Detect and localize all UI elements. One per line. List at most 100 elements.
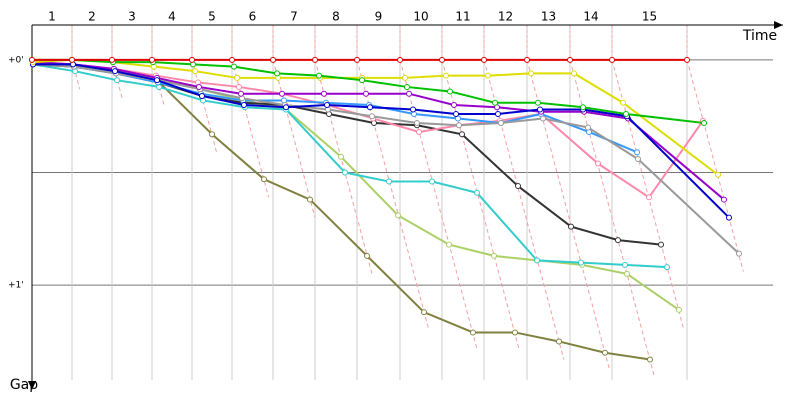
series-line: [32, 63, 662, 246]
point: [495, 110, 501, 117]
point: [395, 212, 401, 219]
point: [199, 92, 205, 99]
lap-label: 15: [642, 10, 657, 24]
point: [279, 90, 285, 97]
point: [540, 115, 546, 122]
point: [236, 83, 242, 90]
point: [571, 70, 577, 77]
point: [270, 56, 276, 63]
lap-label: 4: [168, 10, 176, 24]
point: [189, 56, 195, 63]
point: [556, 338, 562, 345]
point: [114, 77, 120, 84]
point: [112, 68, 118, 75]
point: [446, 241, 452, 248]
point: [635, 156, 641, 163]
point: [646, 194, 652, 201]
lap-label: 1: [48, 10, 56, 24]
point: [429, 178, 435, 185]
point: [229, 56, 235, 63]
point: [595, 160, 601, 167]
point: [192, 68, 198, 75]
point: [609, 56, 615, 63]
point: [109, 56, 115, 63]
point: [736, 250, 742, 257]
series-line: [33, 63, 730, 219]
lap-line: [231, 59, 270, 198]
point: [397, 56, 403, 63]
point: [715, 171, 721, 178]
lap-label: 3: [128, 10, 136, 24]
lap-label: 13: [541, 10, 556, 24]
point: [622, 261, 628, 268]
point: [684, 56, 690, 63]
point: [354, 56, 360, 63]
point: [402, 74, 408, 81]
point: [404, 83, 410, 90]
point: [623, 110, 629, 117]
lap-line: [569, 59, 656, 378]
lap-line: [399, 59, 478, 351]
y-axis-arrow: [28, 381, 36, 390]
lap-label: 12: [498, 10, 513, 24]
point: [154, 77, 160, 84]
point: [414, 119, 420, 126]
lap-line: [272, 59, 316, 218]
point: [701, 119, 707, 126]
point: [209, 131, 215, 138]
point: [386, 178, 392, 185]
point: [676, 306, 682, 313]
point: [406, 90, 412, 97]
point: [535, 99, 541, 106]
lap-label: 8: [332, 10, 340, 24]
point: [363, 90, 369, 97]
point: [528, 70, 534, 77]
point: [578, 259, 584, 266]
point: [515, 183, 521, 190]
point: [568, 223, 574, 230]
point: [498, 119, 504, 126]
point: [647, 356, 653, 363]
point: [410, 106, 416, 113]
point: [369, 113, 375, 120]
point: [367, 104, 373, 111]
point: [416, 128, 422, 135]
point: [634, 149, 640, 156]
lap-line: [526, 59, 611, 371]
lap-line: [71, 59, 81, 90]
point: [602, 349, 608, 356]
lap-label: 7: [290, 10, 298, 24]
y-tick-label: +0': [8, 55, 24, 65]
point: [443, 72, 449, 79]
point: [274, 70, 280, 77]
point: [534, 257, 540, 264]
point: [456, 122, 462, 129]
lap-label: 5: [208, 10, 216, 24]
point: [196, 83, 202, 90]
point: [721, 196, 727, 203]
lap-line: [686, 59, 744, 272]
point: [615, 237, 621, 244]
point: [324, 101, 330, 108]
lap-label: 14: [583, 10, 598, 24]
point: [238, 90, 244, 97]
point: [342, 169, 348, 176]
lap-line: [611, 59, 684, 329]
point: [470, 329, 476, 336]
point: [474, 189, 480, 196]
point: [524, 56, 530, 63]
point: [726, 214, 732, 221]
series-line: [32, 61, 680, 311]
series-line: [32, 58, 705, 124]
lap-line: [441, 59, 520, 351]
x-axis-arrow: [774, 21, 783, 29]
point: [492, 99, 498, 106]
point: [453, 110, 459, 117]
lap-label: 11: [455, 10, 470, 24]
point: [585, 124, 591, 131]
point: [481, 56, 487, 63]
point: [421, 309, 427, 316]
lap-label: 6: [249, 10, 257, 24]
